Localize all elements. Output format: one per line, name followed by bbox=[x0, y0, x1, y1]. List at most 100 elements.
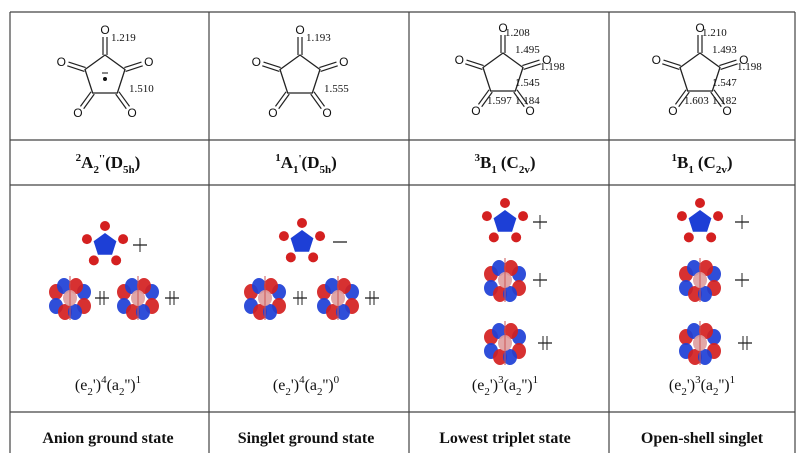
bond-length: 1.555 bbox=[324, 83, 349, 95]
config-orbital: (e bbox=[75, 377, 87, 394]
electron-configuration: (e2')4(a2'')1 bbox=[75, 374, 141, 398]
oxygen-atom: O bbox=[471, 104, 480, 118]
config-occupation: 0 bbox=[334, 374, 340, 386]
orbital-lobe bbox=[82, 234, 92, 244]
orbital-lobe bbox=[100, 221, 110, 231]
bond-length: 1.219 bbox=[111, 32, 136, 44]
figure-table: OOOOO1.2191.5102A2''(D5h)(e2')4(a2'')1An… bbox=[0, 0, 797, 453]
energy-level bbox=[293, 291, 307, 305]
config-prime: ') bbox=[93, 377, 101, 394]
orbital-plot bbox=[484, 321, 526, 365]
bond-length: 1.184 bbox=[515, 95, 540, 107]
ring bbox=[280, 55, 320, 93]
energy-level bbox=[538, 336, 552, 350]
oxygen-atom: O bbox=[455, 53, 464, 67]
config-occupation: 1 bbox=[136, 374, 142, 386]
term-label: A bbox=[81, 153, 94, 172]
oxygen-atom: O bbox=[668, 104, 677, 118]
orbital-plot bbox=[279, 218, 325, 262]
radical-dot bbox=[103, 77, 107, 81]
state-description: Anion ground state bbox=[42, 430, 173, 447]
config-orbital: (a bbox=[701, 377, 713, 394]
bond-length: 1.198 bbox=[737, 61, 762, 73]
oxygen-atom: O bbox=[322, 106, 331, 120]
orbital-lobe bbox=[500, 198, 510, 208]
term-group-sub: 5h bbox=[123, 164, 135, 176]
orbital-lobe bbox=[482, 211, 492, 221]
bond-length: 1.547 bbox=[712, 77, 737, 89]
orbital-lobe bbox=[689, 210, 712, 232]
config-prime: ') bbox=[687, 377, 695, 394]
carbonyl-bond bbox=[119, 92, 130, 107]
state-term: 2A2''(D5h) bbox=[76, 152, 141, 176]
orbital-plot bbox=[679, 258, 721, 302]
orbital-lobe bbox=[297, 218, 307, 228]
term-label: A bbox=[281, 153, 294, 172]
oxygen-atom: O bbox=[100, 23, 109, 37]
orbital-plot bbox=[49, 276, 91, 320]
bond-length: 1.493 bbox=[712, 44, 737, 56]
orbital-lobe bbox=[684, 232, 694, 242]
electron-configuration: (e2')4(a2'')0 bbox=[273, 374, 340, 398]
molecule: OOOOO1.1931.555 bbox=[252, 23, 350, 120]
carbonyl-bond bbox=[116, 94, 127, 109]
term-group: (D bbox=[302, 153, 320, 172]
energy-level bbox=[735, 273, 749, 287]
carbonyl-bond bbox=[314, 92, 325, 107]
bond-length: 1.182 bbox=[712, 95, 737, 107]
orbital-plot bbox=[484, 258, 526, 302]
carbonyl-bond bbox=[275, 92, 286, 107]
config-prime: '') bbox=[719, 377, 730, 394]
energy-level bbox=[365, 291, 379, 305]
term-label-sub: 1 bbox=[491, 164, 497, 176]
orbital-lobe bbox=[308, 252, 318, 262]
orbital-lobe bbox=[494, 210, 517, 232]
orbital-lobe bbox=[695, 198, 705, 208]
bond-length: 1.198 bbox=[540, 61, 565, 73]
config-prime: ') bbox=[291, 377, 299, 394]
orbital-lobe bbox=[279, 231, 289, 241]
orbital-lobe bbox=[677, 211, 687, 221]
oxygen-atom: O bbox=[144, 55, 153, 69]
state-term: 1B1(C2v) bbox=[672, 152, 733, 176]
carbonyl-bond bbox=[80, 92, 91, 107]
energy-level bbox=[533, 215, 547, 229]
bond-length: 1.597 bbox=[487, 95, 512, 107]
oxygen-atom: O bbox=[652, 53, 661, 67]
bond-length: 1.193 bbox=[306, 32, 331, 44]
energy-level bbox=[165, 291, 179, 305]
bond-length: 1.208 bbox=[505, 27, 530, 39]
electron-configuration: (e2')3(a2'')1 bbox=[669, 374, 735, 398]
orbital-plot bbox=[244, 276, 286, 320]
carbonyl-bond bbox=[311, 94, 322, 109]
orbital-plot bbox=[482, 198, 528, 242]
term-label: B bbox=[480, 153, 491, 172]
term-close: ) bbox=[331, 153, 337, 172]
state-description: Open-shell singlet bbox=[641, 430, 764, 447]
bond-length: 1.510 bbox=[129, 83, 154, 95]
orbital-plot bbox=[117, 276, 159, 320]
term-group-sub: 2v bbox=[716, 164, 728, 176]
energy-level bbox=[533, 273, 547, 287]
state-term: 1A1'(D5h) bbox=[275, 152, 337, 176]
term-group: (C bbox=[698, 153, 716, 172]
carbonyl-bond bbox=[279, 94, 290, 109]
oxygen-atom: O bbox=[73, 106, 82, 120]
term-close: ) bbox=[135, 153, 141, 172]
term-close: ) bbox=[530, 153, 536, 172]
config-orbital: (a bbox=[504, 377, 516, 394]
config-occupation: 1 bbox=[730, 374, 736, 386]
carbonyl-bond bbox=[84, 94, 95, 109]
config-orbital: (e bbox=[273, 377, 285, 394]
config-prime: '') bbox=[323, 377, 334, 394]
term-group: (C bbox=[501, 153, 519, 172]
molecule: OOOOO1.2191.510 bbox=[57, 23, 155, 120]
oxygen-atom: O bbox=[127, 106, 136, 120]
bond-length: 1.603 bbox=[684, 95, 709, 107]
orbital-lobe bbox=[713, 211, 723, 221]
config-occupation: 1 bbox=[533, 374, 539, 386]
orbital-plot bbox=[679, 321, 721, 365]
orbital-plot bbox=[317, 276, 359, 320]
ring bbox=[85, 55, 125, 93]
